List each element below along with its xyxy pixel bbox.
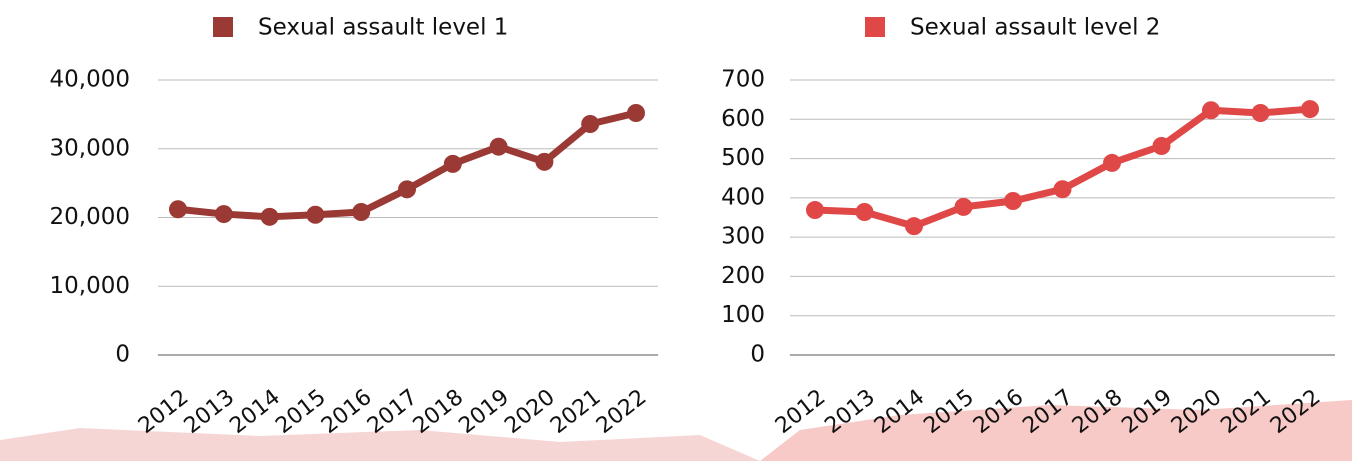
- point: [1301, 100, 1319, 119]
- line: [177, 109, 637, 221]
- point: [489, 137, 508, 156]
- point: [535, 152, 554, 171]
- point: [443, 154, 462, 173]
- point: [855, 203, 874, 221]
- point: [169, 200, 187, 219]
- y-tick-label: 30,000: [50, 135, 130, 161]
- point: [1004, 192, 1022, 210]
- point: [398, 180, 416, 199]
- legend-label: Sexual assault level 2: [910, 15, 1160, 41]
- point: [905, 217, 923, 236]
- y-tick-label: 600: [721, 106, 765, 132]
- point: [1251, 104, 1270, 122]
- x-tick-label: 2015: [271, 385, 331, 439]
- background-brush: [760, 400, 1352, 461]
- point: [1202, 101, 1220, 120]
- y-tick-label: 400: [721, 184, 765, 210]
- y-tick-label: 200: [721, 263, 765, 289]
- point: [1053, 180, 1072, 199]
- legend-label: Sexual assault level 1: [258, 15, 508, 41]
- point: [214, 205, 233, 224]
- point: [352, 203, 371, 221]
- x-tick-label: 2014: [225, 385, 285, 439]
- point: [581, 115, 600, 133]
- y-tick-label: 20,000: [50, 204, 130, 230]
- y-tick-label: 300: [721, 224, 765, 250]
- legend-swatch: [865, 17, 885, 37]
- x-tick-label: 2022: [592, 385, 652, 439]
- point: [806, 201, 824, 220]
- x-tick-label: 2021: [546, 385, 606, 439]
- point: [954, 197, 973, 216]
- y-tick-label: 0: [750, 342, 765, 368]
- legend-swatch: [213, 17, 233, 37]
- line: [814, 105, 1311, 230]
- point: [306, 205, 325, 224]
- y-tick-label: 0: [115, 342, 130, 368]
- x-tick-label: 2020: [500, 385, 560, 439]
- x-tick-label: 2018: [409, 385, 469, 439]
- x-tick-label: 2012: [134, 385, 194, 439]
- x-tick-label: 2013: [180, 385, 240, 439]
- y-tick-label: 500: [721, 145, 765, 171]
- point: [260, 207, 279, 226]
- y-tick-label: 40,000: [50, 67, 130, 93]
- point: [627, 104, 645, 122]
- background-brush: [0, 428, 760, 461]
- x-tick-label: 2019: [454, 385, 514, 439]
- y-tick-label: 10,000: [50, 273, 130, 299]
- y-tick-label: 100: [721, 302, 765, 328]
- point: [1152, 137, 1171, 155]
- x-tick-label: 2016: [317, 385, 377, 439]
- point: [1103, 153, 1121, 172]
- y-tick-label: 700: [721, 67, 765, 93]
